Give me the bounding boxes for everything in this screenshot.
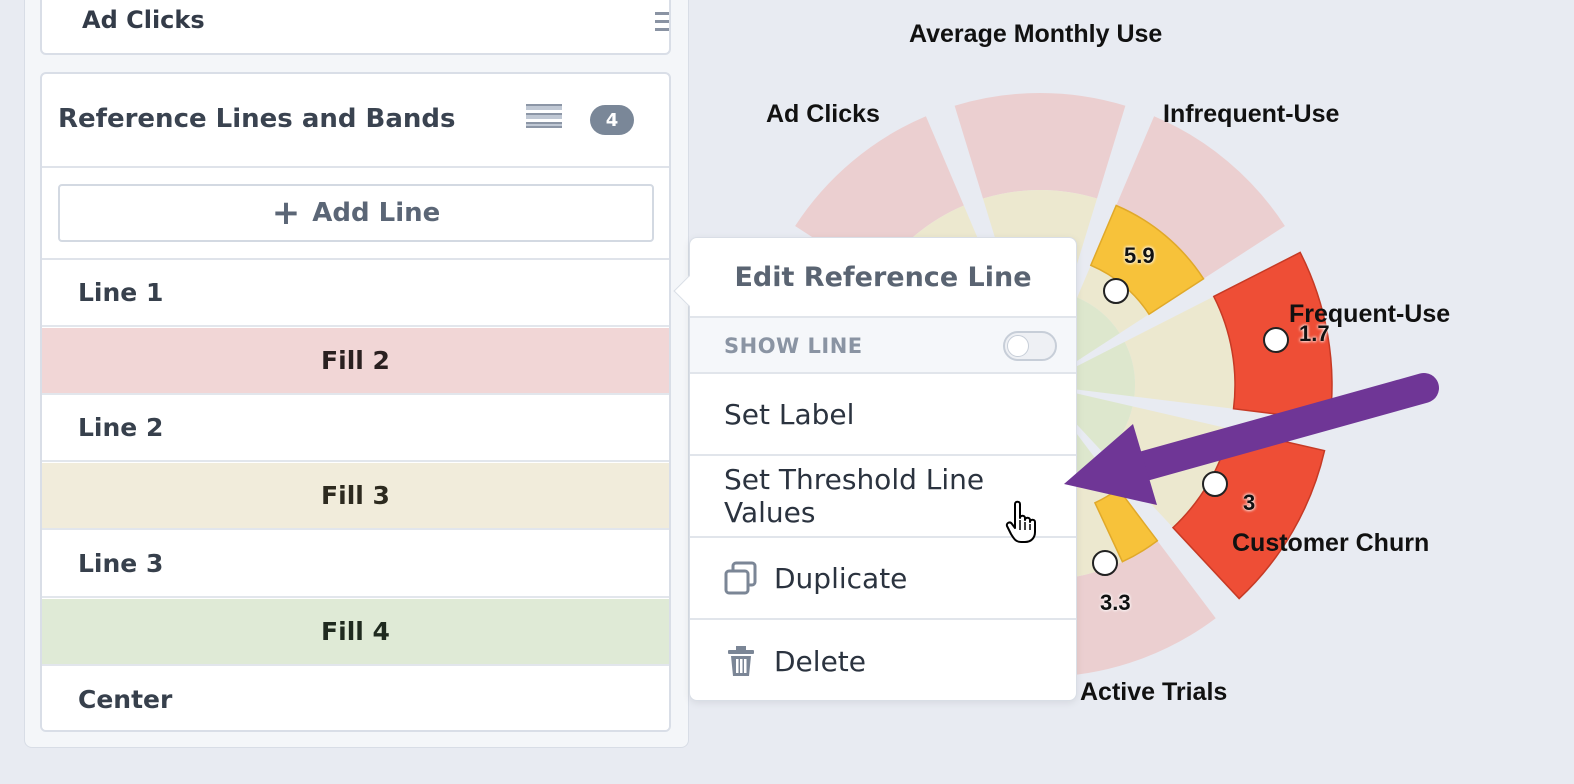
reference-row-fill-3[interactable]: Fill 3 <box>42 463 669 530</box>
value-label-customer-churn: 3 <box>1243 490 1256 515</box>
toggle-knob <box>1007 335 1029 357</box>
category-label-frequent-use: Frequent-Use <box>1289 300 1451 328</box>
ad-clicks-card-title: Ad Clicks <box>82 6 205 34</box>
band-outer-segment <box>1116 116 1285 279</box>
category-label-ad-clicks: Ad Clicks <box>766 100 880 128</box>
plus-icon: + <box>271 193 301 233</box>
set-label-menu-item[interactable]: Set Label <box>690 374 1076 456</box>
drag-handle-icon[interactable] <box>655 12 669 34</box>
add-line-button[interactable]: + Add Line <box>58 184 654 242</box>
row-label: Line 1 <box>78 278 164 307</box>
delete-menu-item[interactable]: Delete <box>690 620 1076 702</box>
value-marker <box>1263 327 1289 353</box>
row-label: Fill 2 <box>321 346 390 375</box>
duplicate-menu-item[interactable]: Duplicate <box>690 538 1076 620</box>
reference-lines-title: Reference Lines and Bands <box>58 104 456 134</box>
category-label-average-monthly-use: Average Monthly Use <box>909 20 1163 48</box>
reference-row-center[interactable]: Center <box>42 666 669 730</box>
category-label-infrequent-use: Infrequent-Use <box>1163 100 1340 128</box>
set-threshold-text: Set Threshold Line Values <box>724 463 985 529</box>
reference-row-line-3[interactable]: Line 3 <box>42 531 669 598</box>
value-marker <box>1092 550 1118 576</box>
reference-row-line-1[interactable]: Line 1 <box>42 260 669 327</box>
set-label-text: Set Label <box>724 397 855 431</box>
band-outer-segment <box>1050 540 1216 677</box>
category-label-customer-churn: Customer Churn <box>1232 529 1430 557</box>
value-label-active-trials: 3.3 <box>1100 590 1131 615</box>
reference-lines-header: Reference Lines and Bands 4 <box>42 74 669 168</box>
row-label: Line 2 <box>78 413 164 442</box>
reference-row-fill-2[interactable]: Fill 2 <box>42 328 669 395</box>
category-label-active-trials: Active Trials <box>1080 678 1228 706</box>
band-outer-segment <box>954 93 1126 199</box>
show-line-toggle[interactable] <box>1003 331 1057 361</box>
row-label: Fill 4 <box>321 617 390 646</box>
row-label: Fill 3 <box>321 481 390 510</box>
reference-row-line-2[interactable]: Line 2 <box>42 395 669 462</box>
delete-text: Delete <box>774 644 866 678</box>
value-label-infrequent-use: 5.9 <box>1124 243 1155 268</box>
duplicate-icon <box>724 561 757 595</box>
row-label: Line 3 <box>78 549 164 578</box>
row-label: Center <box>78 685 173 714</box>
count-badge: 4 <box>590 105 634 135</box>
show-line-label: SHOW LINE <box>724 334 863 358</box>
trash-icon <box>728 646 754 676</box>
reference-row-fill-4[interactable]: Fill 4 <box>42 599 669 666</box>
bar-infrequent-use <box>1089 204 1205 316</box>
layers-stack-icon[interactable] <box>526 104 562 138</box>
value-marker <box>1103 278 1129 304</box>
divider <box>42 258 669 260</box>
value-marker <box>1202 471 1228 497</box>
ad-clicks-card[interactable]: Ad Clicks <box>40 0 671 55</box>
hand-pointer-icon <box>1005 500 1036 543</box>
set-threshold-menu-item[interactable]: Set Threshold Line Values <box>690 456 1076 538</box>
popover-title: Edit Reference Line <box>690 238 1076 318</box>
band-mid-segment <box>1124 296 1235 409</box>
duplicate-text: Duplicate <box>774 561 908 595</box>
reference-lines-card: Reference Lines and Bands 4 + Add Line L… <box>40 72 671 732</box>
add-line-label: Add Line <box>312 198 441 228</box>
show-line-row: SHOW LINE <box>690 318 1076 374</box>
value-label-frequent-use: 1.7 <box>1299 321 1330 346</box>
edit-reference-line-popover: Edit Reference Line SHOW LINE Set Label … <box>673 237 1077 702</box>
